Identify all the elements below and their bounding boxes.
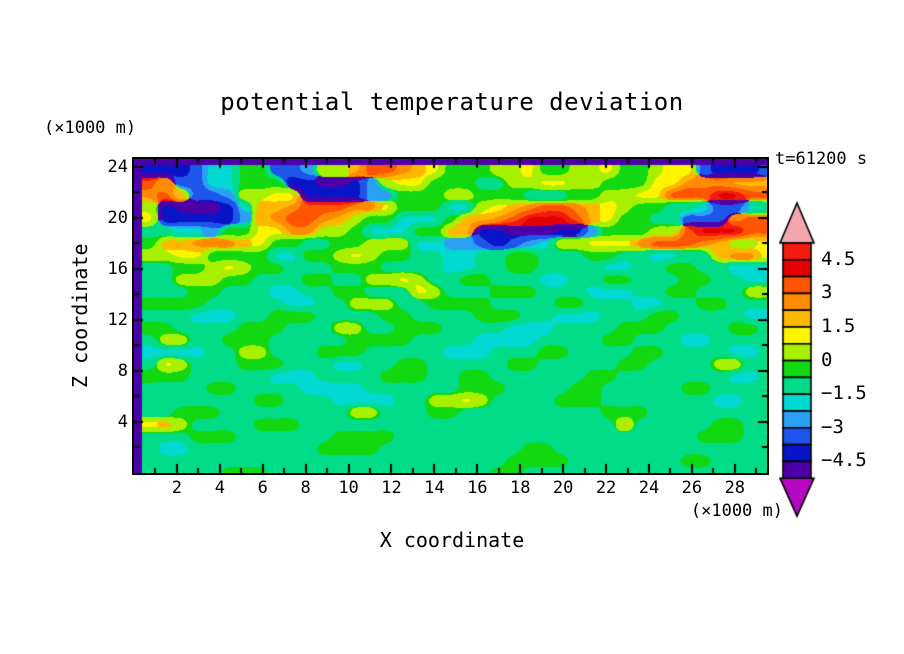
plot-frame — [132, 157, 769, 475]
z-tick-label: 24 — [107, 156, 128, 177]
z-tick-label: 16 — [107, 258, 128, 279]
z-tick-label: 12 — [107, 309, 128, 330]
colorbar-level-label: 4.5 — [821, 247, 856, 270]
colorbar-level-label: 1.5 — [821, 315, 856, 337]
x-tick-label: 18 — [509, 478, 531, 498]
x-tick-label: 14 — [424, 478, 445, 498]
z-tick-label: 20 — [107, 207, 128, 228]
x-axis-unit-label: (×1000 m) — [690, 501, 783, 521]
x-tick-label: 26 — [681, 478, 703, 498]
x-tick-label: 20 — [552, 478, 574, 498]
x-tick-label: 8 — [300, 478, 311, 498]
x-tick-label: 10 — [338, 478, 359, 498]
x-tick-label: 28 — [724, 478, 746, 498]
contour-field-canvas — [134, 159, 767, 473]
x-tick-label: 6 — [257, 478, 268, 498]
colorbar-level-label: −3 — [821, 415, 844, 438]
x-tick-label: 22 — [595, 478, 617, 498]
colorbar-level-label: −1.5 — [821, 382, 867, 405]
x-tick-label: 2 — [171, 478, 183, 498]
x-tick-label: 4 — [214, 478, 225, 498]
chart-title: potential temperature deviation — [220, 88, 684, 116]
z-axis-unit-label: (×1000 m) — [44, 118, 137, 138]
colorbar-level-label: −4.5 — [821, 449, 867, 472]
colorbar-level-label: 3 — [821, 281, 833, 304]
x-tick-label: 12 — [381, 478, 402, 498]
colorbar — [779, 201, 817, 519]
colorbar-level-label: 0 — [821, 348, 833, 371]
x-tick-label: 24 — [638, 478, 660, 498]
z-tick-label: 8 — [117, 360, 128, 381]
time-annotation: t=61200 s — [775, 149, 868, 169]
z-tick-label: 4 — [117, 411, 128, 432]
x-tick-label: 16 — [467, 478, 488, 498]
x-axis-title: X coordinate — [379, 528, 525, 552]
